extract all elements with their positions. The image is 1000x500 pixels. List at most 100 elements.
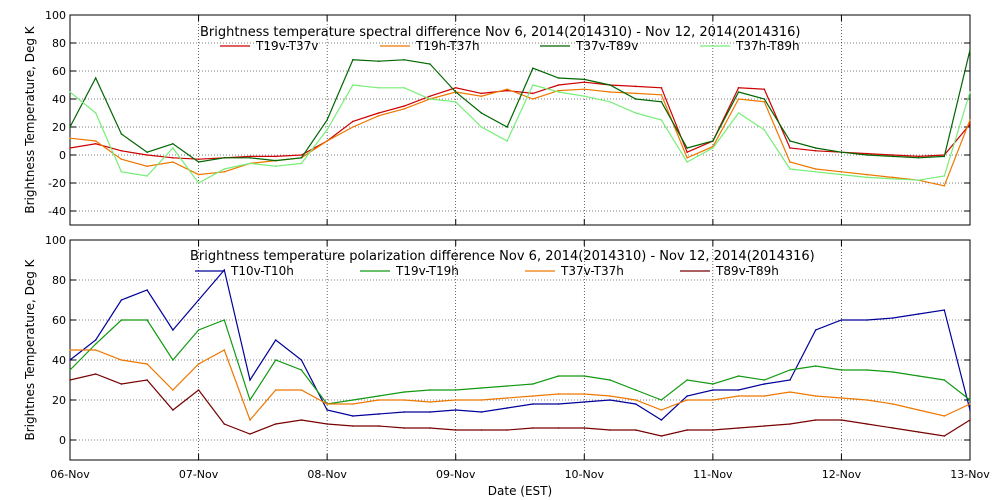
data-point-T37v-T37h [69,349,71,351]
data-point-T37h-T89h [634,112,637,114]
data-point-T19v-T19h [274,359,277,361]
data-point-T37v-T89v [326,119,328,121]
data-point-T89v-T89h [840,419,843,421]
data-point-T19h-T37h [634,92,637,95]
data-point-T19v-T19h [377,395,380,397]
data-point-T19v-T37v [737,87,740,89]
data-point-T19v-T37v [686,151,688,153]
data-point-T19h-T37h [557,89,560,92]
data-point-T37v-T37h [712,399,714,401]
data-point-T10v-T10h [660,419,663,421]
data-point-T37v-T37h [814,395,817,397]
data-point-T10v-T10h [814,329,817,331]
data-point-T37v-T89v [403,59,406,61]
data-point-T37v-T37h [532,395,534,397]
data-point-T89v-T89h [892,427,894,429]
data-point-T89v-T89h [609,429,611,431]
data-point-T37h-T89h [814,171,817,173]
data-point-T89v-T89h [94,373,97,375]
data-point-T37v-T37h [454,399,457,401]
data-point-T10v-T10h [146,289,148,291]
y-tick-label: 100 [45,234,66,247]
data-point-T19v-T19h [146,319,148,321]
data-point-T37v-T37h [172,389,174,391]
data-point-T37v-T89v [583,78,586,81]
data-point-T37v-T89v [172,143,174,145]
data-point-T37h-T89h [532,84,534,86]
y-tick-label: 60 [52,65,66,78]
data-point-T19h-T37h [69,137,71,139]
data-point-T10v-T10h [429,411,431,413]
data-point-T37h-T89h [326,129,328,131]
data-point-T37v-T37h [146,363,148,365]
data-point-T89v-T89h [429,427,431,429]
data-point-T10v-T10h [377,413,380,415]
data-point-T19v-T19h [120,319,123,321]
data-point-T19v-T19h [352,399,354,401]
data-point-T19h-T37h [506,88,508,90]
data-point-T37v-T89v [223,157,226,159]
data-point-T37v-T37h [94,349,97,351]
data-point-T10v-T10h [172,329,174,331]
data-point-T19h-T37h [403,108,406,110]
data-point-T37h-T89h [917,179,920,181]
data-point-T37v-T37h [686,399,688,401]
data-point-T19h-T37h [943,185,946,187]
x-tick-label: 07-Nov [179,468,219,481]
data-point-T37v-T89v [94,77,97,79]
data-point-T89v-T89h [969,419,971,421]
series-line-T19h-T37h [69,88,971,187]
data-point-T19v-T37v [120,150,123,152]
data-point-T37v-T37h [300,389,303,391]
data-point-T37v-T89v [866,154,868,156]
data-point-T37v-T37h [840,397,843,399]
y-tick-label: 0 [59,149,66,162]
data-point-T37v-T89v [120,133,123,135]
y-tick-label: 80 [52,37,66,50]
data-point-T37v-T89v [274,159,277,162]
data-point-T37v-T89v [352,59,354,61]
data-point-T37h-T89h [866,176,868,179]
x-tick-label: 10-Nov [565,468,605,481]
data-point-T19v-T19h [454,389,457,391]
data-point-T19v-T37v [249,155,251,158]
data-point-T89v-T89h [712,429,714,431]
data-point-T19v-T19h [943,379,946,381]
data-point-T37h-T89h [274,165,277,167]
data-point-T37v-T89v [763,98,766,100]
data-point-T10v-T10h [892,317,894,319]
data-point-T89v-T89h [377,425,380,427]
data-point-T37h-T89h [454,101,457,103]
x-tick-label: 11-Nov [693,468,733,481]
data-point-T89v-T89h [660,435,663,437]
data-point-T10v-T10h [454,409,457,411]
data-point-T37h-T89h [377,87,380,89]
data-point-T19v-T37v [352,120,354,123]
data-point-T37v-T37h [274,389,277,391]
legend-label-T19v-T19h: T19v-T19h [395,264,459,278]
data-point-T19h-T37h [583,88,586,90]
data-point-T19h-T37h [377,115,380,117]
data-point-T37h-T89h [737,112,740,114]
data-point-T19v-T37v [892,154,894,156]
data-point-T37h-T89h [557,91,560,93]
legend-label-T37v-T37h: T37v-T37h [560,264,624,278]
data-point-T37v-T37h [480,399,483,401]
data-point-T37v-T37h [326,403,328,405]
data-point-T10v-T10h [506,407,508,409]
data-point-T19h-T37h [480,95,483,97]
data-point-T37v-T89v [814,147,817,149]
data-point-T19v-T37v [146,154,148,156]
legend-label-T10v-T10h: T10v-T10h [230,264,294,278]
data-point-T10v-T10h [763,383,766,385]
data-point-T37v-T37h [249,419,251,421]
data-point-T10v-T10h [300,359,303,361]
data-point-T19v-T19h [737,375,740,377]
data-point-T37v-T89v [557,77,560,79]
data-point-T37h-T89h [686,161,688,163]
data-point-T37v-T37h [969,403,971,405]
data-point-T37v-T89v [969,49,971,51]
top-y-axis-label: Brightness Temperature, Deg K [23,25,37,213]
data-point-T37h-T89h [969,91,971,93]
legend-label-T19h-T37h: T19h-T37h [415,39,480,53]
